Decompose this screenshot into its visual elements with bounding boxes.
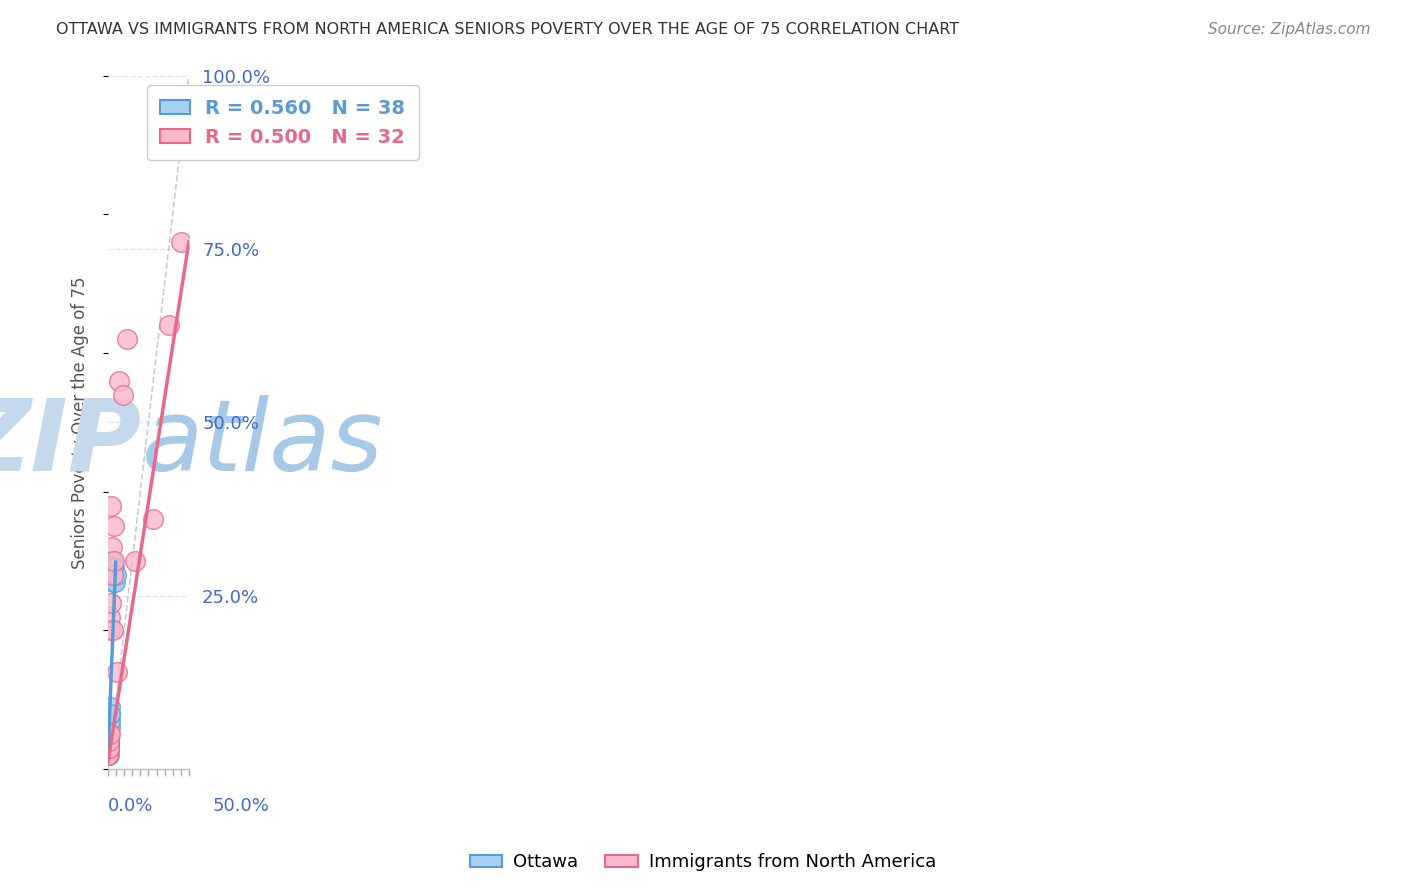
Point bbox=[104, 574, 127, 589]
Text: Source: ZipAtlas.com: Source: ZipAtlas.com bbox=[1208, 22, 1371, 37]
Point bbox=[97, 741, 120, 756]
Point bbox=[97, 748, 120, 763]
Point bbox=[100, 567, 122, 582]
Point bbox=[105, 567, 128, 582]
Point bbox=[97, 721, 120, 735]
Point bbox=[97, 741, 120, 756]
Point bbox=[117, 332, 139, 346]
Point bbox=[103, 554, 125, 568]
Point bbox=[98, 624, 121, 638]
Point bbox=[97, 727, 120, 741]
Point bbox=[101, 561, 124, 575]
Point bbox=[98, 727, 121, 741]
Point bbox=[98, 734, 121, 748]
Point bbox=[97, 741, 120, 756]
Text: 0.0%: 0.0% bbox=[108, 797, 153, 814]
Point bbox=[100, 561, 122, 575]
Point bbox=[98, 734, 121, 748]
Point bbox=[97, 741, 120, 756]
Point bbox=[98, 721, 121, 735]
Point bbox=[97, 741, 120, 756]
Point bbox=[105, 665, 128, 679]
Text: atlas: atlas bbox=[142, 394, 384, 491]
Point bbox=[97, 727, 120, 741]
Point bbox=[97, 734, 120, 748]
Point bbox=[97, 734, 120, 748]
Point bbox=[97, 748, 120, 763]
Point bbox=[101, 567, 124, 582]
Point bbox=[97, 741, 120, 756]
Point bbox=[97, 748, 120, 763]
Point bbox=[98, 706, 121, 721]
Point bbox=[101, 624, 124, 638]
Text: ZIP: ZIP bbox=[0, 394, 142, 491]
Point bbox=[101, 574, 124, 589]
Point bbox=[97, 741, 120, 756]
Point bbox=[98, 734, 121, 748]
Point bbox=[159, 318, 181, 333]
Point bbox=[97, 748, 120, 763]
Point bbox=[107, 374, 129, 388]
Point bbox=[97, 741, 120, 756]
Point bbox=[98, 714, 121, 728]
Point bbox=[101, 554, 124, 568]
Point bbox=[111, 387, 134, 401]
Text: OTTAWA VS IMMIGRANTS FROM NORTH AMERICA SENIORS POVERTY OVER THE AGE OF 75 CORRE: OTTAWA VS IMMIGRANTS FROM NORTH AMERICA … bbox=[56, 22, 959, 37]
Point bbox=[98, 734, 121, 748]
Point bbox=[98, 699, 121, 714]
Point bbox=[98, 741, 121, 756]
Point bbox=[97, 748, 120, 763]
Point bbox=[103, 567, 125, 582]
Point bbox=[98, 721, 121, 735]
Point bbox=[98, 714, 121, 728]
Point bbox=[101, 540, 124, 554]
Point bbox=[103, 561, 125, 575]
Point bbox=[103, 519, 125, 533]
Point bbox=[124, 554, 146, 568]
Point bbox=[98, 727, 121, 741]
Point bbox=[97, 727, 120, 741]
Point bbox=[100, 554, 122, 568]
Legend: R = 0.560   N = 38, R = 0.500   N = 32: R = 0.560 N = 38, R = 0.500 N = 32 bbox=[146, 86, 419, 161]
Point bbox=[97, 748, 120, 763]
Point bbox=[97, 734, 120, 748]
Point bbox=[97, 727, 120, 741]
Point bbox=[170, 235, 193, 249]
Point bbox=[98, 727, 121, 741]
Point bbox=[100, 499, 122, 513]
Point bbox=[100, 596, 122, 610]
Point bbox=[98, 706, 121, 721]
Point bbox=[142, 512, 165, 526]
Point bbox=[97, 741, 120, 756]
Point bbox=[97, 734, 120, 748]
Point bbox=[97, 727, 120, 741]
Point bbox=[97, 734, 120, 748]
Y-axis label: Seniors Poverty Over the Age of 75: Seniors Poverty Over the Age of 75 bbox=[72, 276, 89, 568]
Text: 50.0%: 50.0% bbox=[212, 797, 270, 814]
Legend: Ottawa, Immigrants from North America: Ottawa, Immigrants from North America bbox=[463, 847, 943, 879]
Point bbox=[100, 609, 122, 624]
Point bbox=[101, 567, 124, 582]
Point bbox=[100, 561, 122, 575]
